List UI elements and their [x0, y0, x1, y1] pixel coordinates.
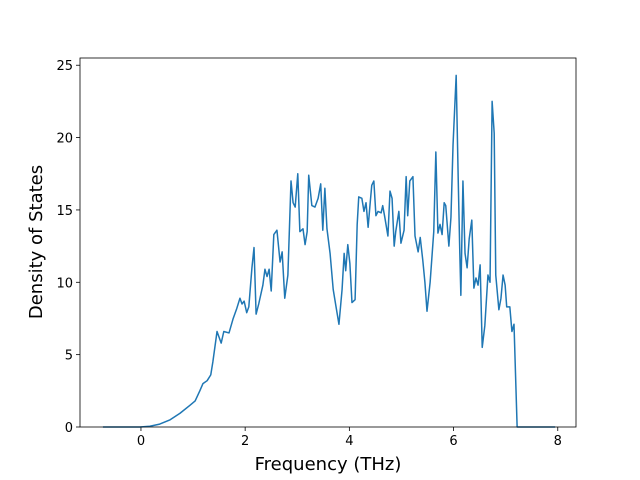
axes-frame [79, 57, 577, 428]
x-axis-label: Frequency (THz) [255, 454, 402, 475]
y-tick-label: 10 [56, 276, 73, 291]
x-tick-label: 2 [241, 434, 249, 449]
y-tick-label: 25 [56, 59, 73, 74]
line [102, 74, 556, 428]
y-tick-label: 0 [65, 421, 73, 436]
x-tick-label: 4 [345, 434, 353, 449]
y-axis-label: Density of States [26, 165, 47, 319]
y-tick-label: 5 [65, 349, 73, 364]
x-tick-label: 8 [554, 434, 562, 449]
y-tick-label: 15 [56, 204, 73, 219]
x-tick-label: 0 [137, 434, 145, 449]
y-tick-label: 20 [56, 132, 73, 147]
x-tick-label: 6 [449, 434, 457, 449]
